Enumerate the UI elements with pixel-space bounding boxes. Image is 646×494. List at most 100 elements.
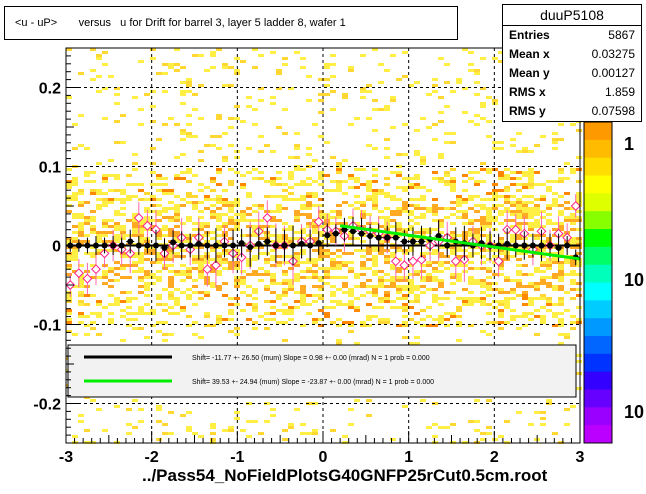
heatmap-cell <box>222 234 228 237</box>
heatmap-cell <box>180 273 186 276</box>
heatmap-cell <box>396 78 402 81</box>
heatmap-cell <box>408 225 414 228</box>
heatmap-cell <box>126 276 132 279</box>
heatmap-cell <box>318 111 324 114</box>
heatmap-cell <box>414 231 420 234</box>
heatmap-cell <box>576 306 582 309</box>
heatmap-cell <box>534 210 540 213</box>
heatmap-cell <box>156 294 162 297</box>
heatmap-cell <box>300 228 306 231</box>
heatmap-cell <box>546 240 552 243</box>
heatmap-cell <box>420 399 426 402</box>
heatmap-cell <box>438 285 444 288</box>
heatmap-cell <box>126 195 132 198</box>
heatmap-cell <box>138 228 144 231</box>
heatmap-cell <box>342 321 348 324</box>
heatmap-cell <box>114 210 120 213</box>
heatmap-cell <box>210 216 216 219</box>
heatmap-cell <box>180 414 186 417</box>
heatmap-cell <box>318 225 324 228</box>
heatmap-cell <box>348 234 354 237</box>
heatmap-cell <box>390 126 396 129</box>
heatmap-cell <box>252 258 258 261</box>
heatmap-cell <box>300 195 306 198</box>
heatmap-cell <box>516 282 522 285</box>
heatmap-cell <box>426 231 432 234</box>
heatmap-cell <box>492 183 498 186</box>
heatmap-cell <box>288 255 294 258</box>
heatmap-cell <box>300 207 306 210</box>
heatmap-cell <box>132 312 138 315</box>
heatmap-cell <box>570 321 576 324</box>
heatmap-cell <box>114 279 120 282</box>
profile-open-point <box>73 268 84 279</box>
heatmap-cell <box>222 63 228 66</box>
stats-label: Mean y <box>509 66 550 80</box>
heatmap-cell <box>84 324 90 327</box>
stats-row-rms-y: RMS y 0.07598 <box>503 102 641 121</box>
heatmap-cell <box>90 276 96 279</box>
heatmap-cell <box>558 264 564 267</box>
heatmap-cell <box>420 276 426 279</box>
heatmap-cell <box>408 183 414 186</box>
heatmap-cell <box>468 207 474 210</box>
heatmap-cell <box>282 261 288 264</box>
heatmap-cell <box>108 285 114 288</box>
heatmap-cell <box>282 222 288 225</box>
heatmap-cell <box>498 264 504 267</box>
heatmap-cell <box>330 285 336 288</box>
heatmap-cell <box>552 198 558 201</box>
profile-black-point <box>290 242 297 249</box>
heatmap-cell <box>186 234 192 237</box>
heatmap-cell <box>330 240 336 243</box>
heatmap-cell <box>204 144 210 147</box>
heatmap-cell <box>504 321 510 324</box>
heatmap-cell <box>234 279 240 282</box>
heatmap-cell <box>192 285 198 288</box>
heatmap-cell <box>528 195 534 198</box>
heatmap-cell <box>384 279 390 282</box>
heatmap-cell <box>420 270 426 273</box>
heatmap-cell <box>168 117 174 120</box>
heatmap-cell <box>312 159 318 162</box>
heatmap-cell <box>372 285 378 288</box>
heatmap-cell <box>498 267 504 270</box>
heatmap-cell <box>420 156 426 159</box>
heatmap-cell <box>216 261 222 264</box>
heatmap-cell <box>522 237 528 240</box>
heatmap-cell <box>120 267 126 270</box>
heatmap-cell <box>414 198 420 201</box>
heatmap-cell <box>174 252 180 255</box>
heatmap-cell <box>198 261 204 264</box>
heatmap-cell <box>174 177 180 180</box>
heatmap-cell <box>372 306 378 309</box>
heatmap-cell <box>456 273 462 276</box>
heatmap-cell <box>336 180 342 183</box>
heatmap-cell <box>546 399 552 402</box>
heatmap-cell <box>378 249 384 252</box>
heatmap-cell <box>390 219 396 222</box>
heatmap-cell <box>390 279 396 282</box>
heatmap-cell <box>570 258 576 261</box>
heatmap-cell <box>222 429 228 432</box>
heatmap-cell <box>72 258 78 261</box>
heatmap-cell <box>294 231 300 234</box>
heatmap-cell <box>150 105 156 108</box>
heatmap-cell <box>372 99 378 102</box>
heatmap-cell <box>462 303 468 306</box>
heatmap-cell <box>558 123 564 126</box>
heatmap-cell <box>510 138 516 141</box>
heatmap-cell <box>498 213 504 216</box>
heatmap-cell <box>210 423 216 426</box>
heatmap-cell <box>150 48 156 51</box>
heatmap-cell <box>252 273 258 276</box>
heatmap-cell <box>192 321 198 324</box>
heatmap-cell <box>216 285 222 288</box>
heatmap-cell <box>456 204 462 207</box>
heatmap-cell <box>534 297 540 300</box>
heatmap-cell <box>144 198 150 201</box>
heatmap-cell <box>534 219 540 222</box>
heatmap-cell <box>96 207 102 210</box>
heatmap-cell <box>174 237 180 240</box>
